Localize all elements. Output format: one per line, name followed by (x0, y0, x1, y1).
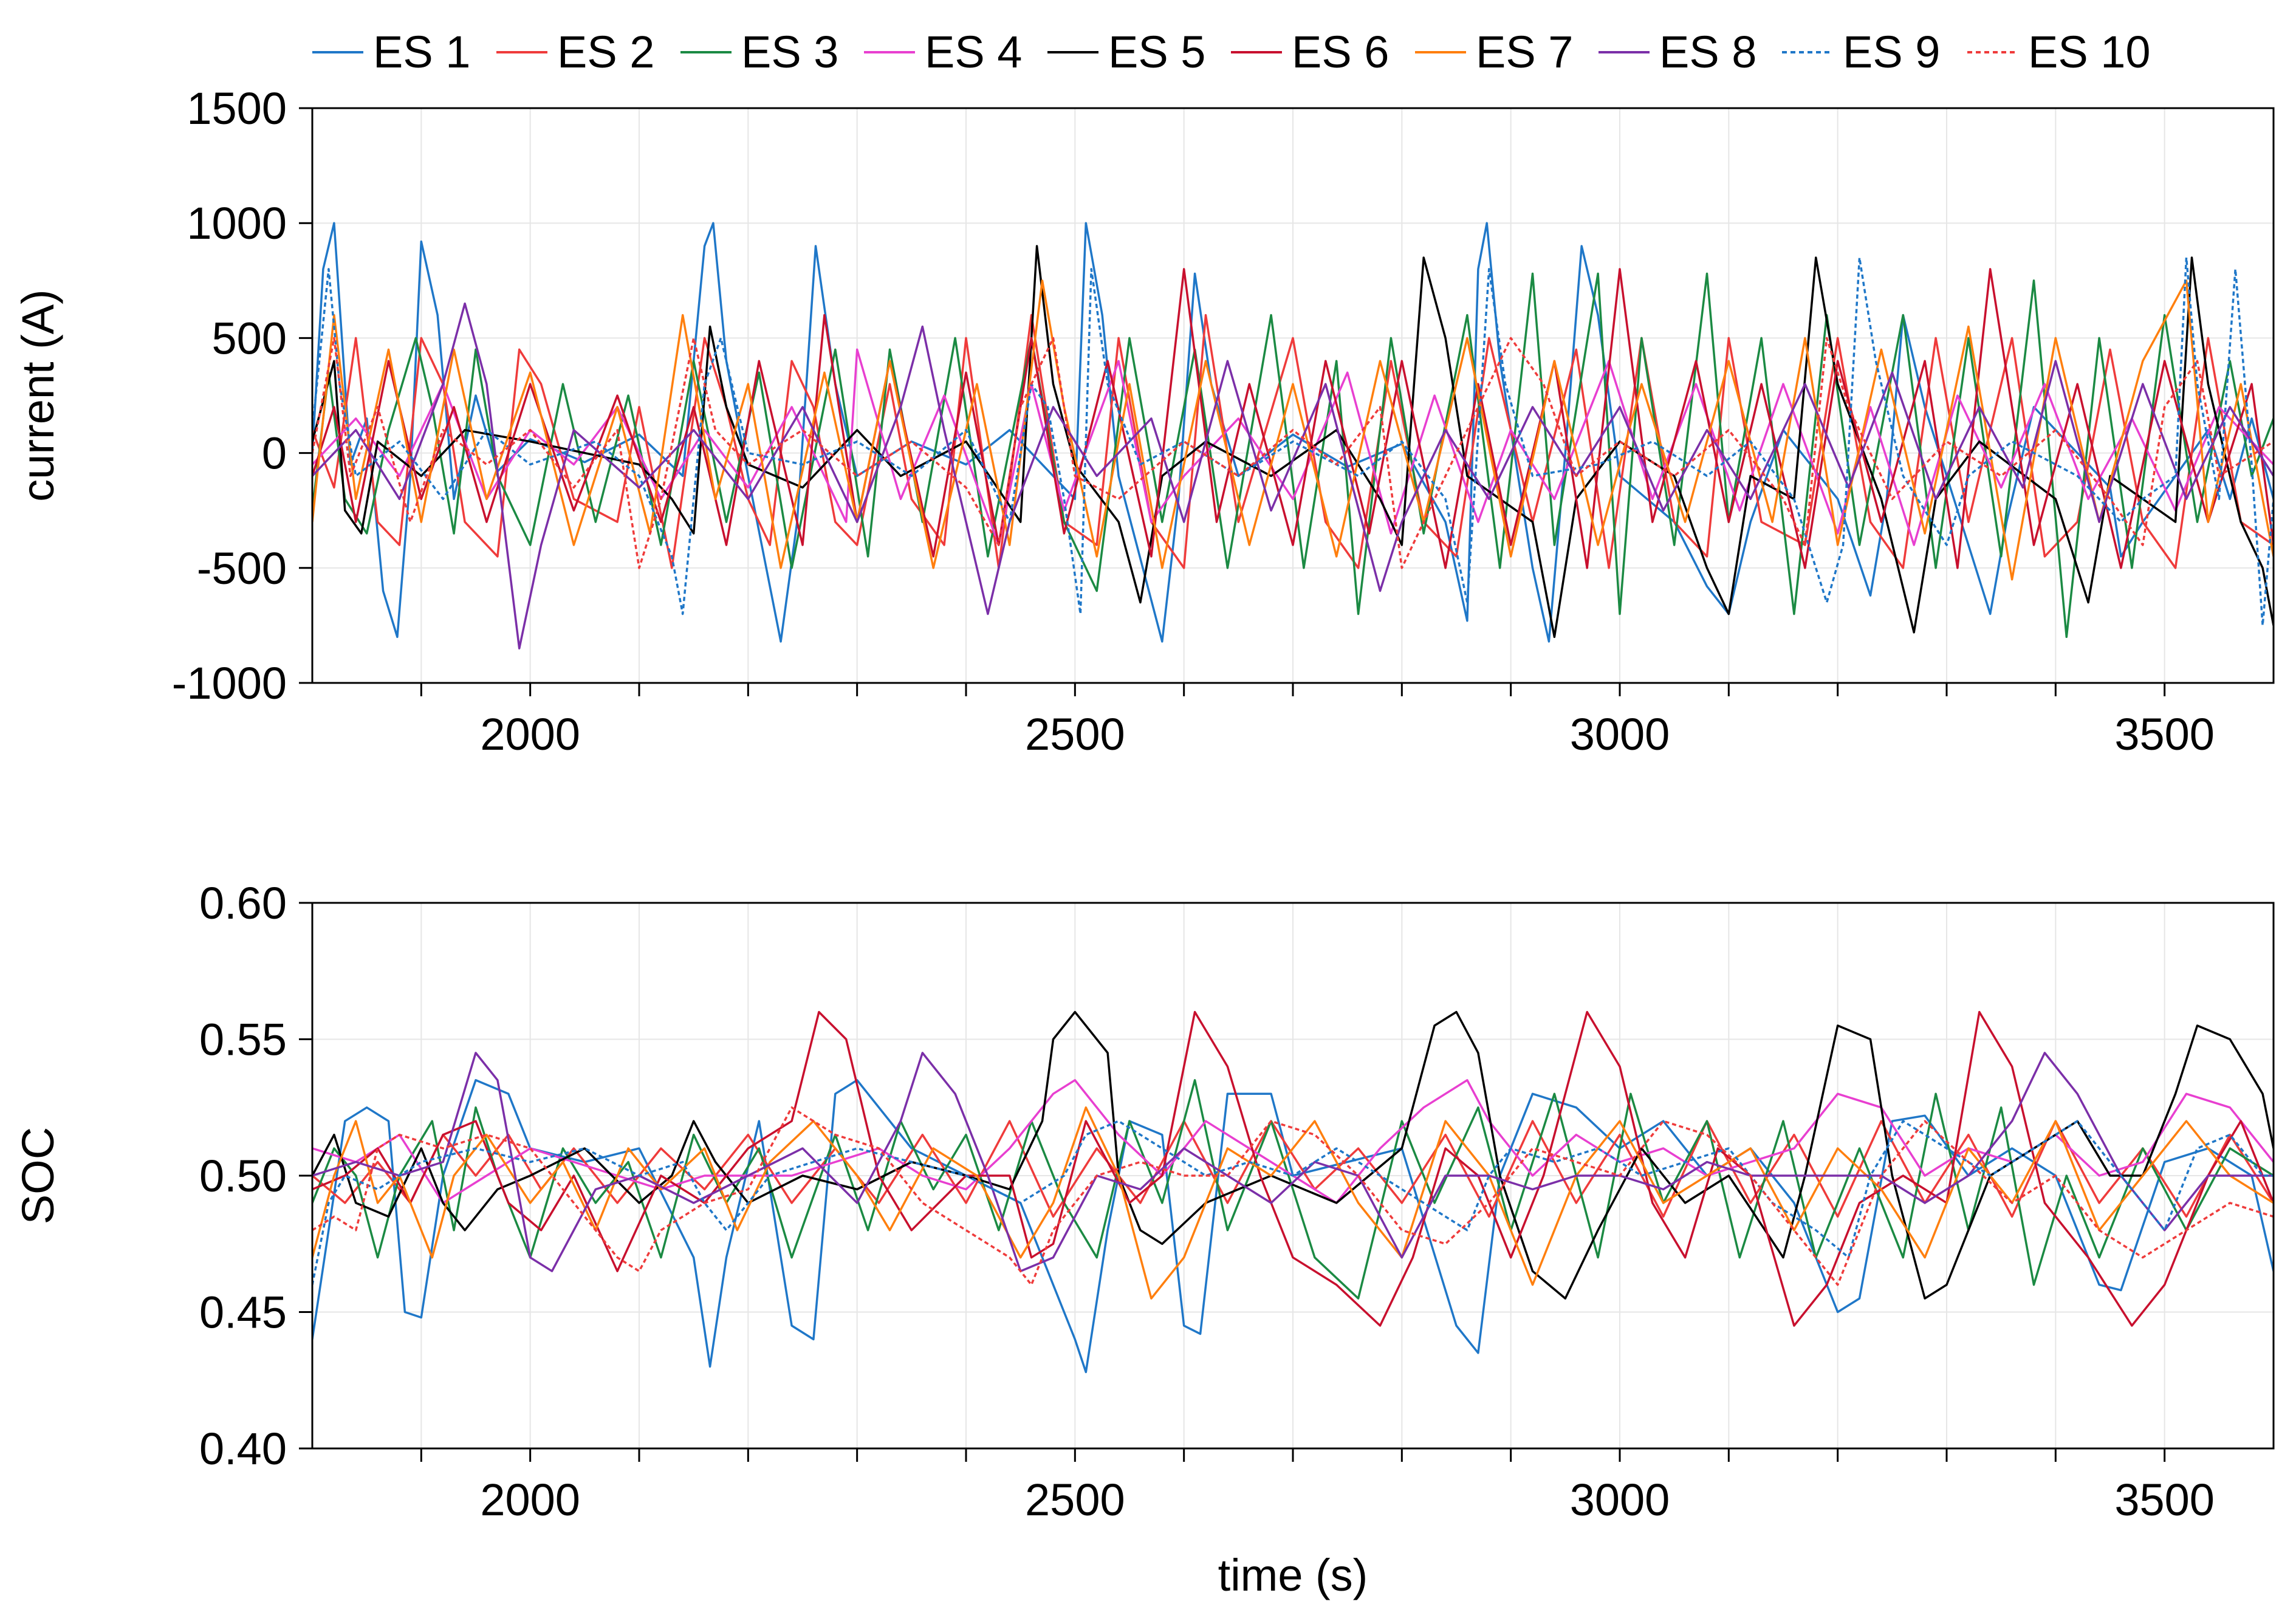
y-tick-label: -1000 (172, 658, 287, 708)
legend-item: ES 8 (1599, 27, 1756, 77)
x-axis: 2000 2500 3000 3500 (420, 1448, 2215, 1525)
series-line-es-10 (312, 337, 2274, 569)
series-line-es-10 (312, 1106, 2274, 1286)
legend-label: ES 9 (1843, 27, 1940, 77)
x-tick-label: 2500 (1025, 1475, 1125, 1525)
legend-label: ES 6 (1292, 27, 1389, 77)
x-tick-label: 2000 (480, 709, 580, 759)
y-tick-label: 0.40 (199, 1424, 287, 1474)
y-tick-label: 0.55 (199, 1015, 287, 1065)
y-axis: 0.40 0.45 0.50 0.55 0.60 (199, 878, 312, 1474)
legend-item: ES 5 (1047, 27, 1205, 77)
legend-label: ES 5 (1108, 27, 1205, 77)
series-line-es-3 (312, 272, 2274, 639)
series-line-es-6 (312, 268, 2274, 569)
soc-chart: 2000 2500 3000 3500 0.40 0.45 0.50 0.55 0.60 SOC t… (13, 878, 2275, 1600)
y-axis-label: current (A) (13, 289, 63, 502)
legend-label: ES 1 (373, 27, 470, 77)
y-axis: -1000 -500 0 500 1000 1500 (172, 83, 312, 708)
legend-item: ES 9 (1782, 27, 1940, 77)
x-axis: 2000 2500 3000 3500 (420, 683, 2215, 759)
legend-label: ES 3 (741, 27, 838, 77)
series-line-es-5 (312, 245, 2274, 639)
legend-item: ES 7 (1415, 27, 1573, 77)
legend-label: ES 10 (2028, 27, 2151, 77)
legend-item: ES 3 (680, 27, 838, 77)
x-tick-label: 3000 (1570, 1475, 1670, 1525)
x-tick-label: 2500 (1025, 709, 1125, 759)
y-tick-label: 500 (212, 313, 287, 363)
series-line-es-7 (312, 1106, 2274, 1300)
legend-item: ES 6 (1231, 27, 1389, 77)
x-tick-label: 2000 (480, 1475, 580, 1525)
series-line-es-9 (312, 1120, 2274, 1285)
series-group (312, 222, 2274, 649)
legend-label: ES 7 (1476, 27, 1573, 77)
y-tick-label: 0.50 (199, 1151, 287, 1201)
y-tick-label: 1500 (187, 83, 287, 134)
legend-item: ES 4 (864, 27, 1022, 77)
y-axis-label: SOC (13, 1127, 63, 1224)
x-tick-label: 3500 (2114, 709, 2215, 759)
series-line-es-3 (312, 1079, 2274, 1300)
legend-label: ES 2 (557, 27, 654, 77)
series-line-es-8 (312, 1052, 2274, 1272)
current-chart: 2000 2500 3000 3500 -1000 -500 0 500 1000 1500 cur… (13, 83, 2275, 759)
legend: ES 1 ES 2 ES 3 ES 4 ES 5 ES 6 ES 7 ES 8 ES 9 ES 1… (312, 27, 2151, 77)
y-tick-label: 1000 (187, 198, 287, 248)
x-tick-label: 3000 (1570, 709, 1670, 759)
series-line-es-6 (312, 1010, 2274, 1327)
series-line-es-5 (312, 1010, 2274, 1300)
y-tick-label: 0.60 (199, 878, 287, 928)
legend-item: ES 1 (312, 27, 470, 77)
x-axis-label: time (s) (1218, 1550, 1368, 1600)
series-group (312, 1010, 2274, 1374)
series-line-es-8 (312, 302, 2274, 649)
y-tick-label: -500 (197, 543, 287, 594)
x-tick-label: 3500 (2114, 1475, 2215, 1525)
y-tick-label: 0 (262, 428, 287, 479)
series-line-es-1 (312, 1079, 2274, 1374)
series-line-es-9 (312, 256, 2274, 627)
legend-label: ES 8 (1659, 27, 1756, 77)
legend-item: ES 10 (1967, 27, 2151, 77)
y-tick-label: 0.45 (199, 1287, 287, 1338)
legend-label: ES 4 (925, 27, 1022, 77)
legend-item: ES 2 (496, 27, 654, 77)
series-line-es-7 (312, 279, 2274, 581)
